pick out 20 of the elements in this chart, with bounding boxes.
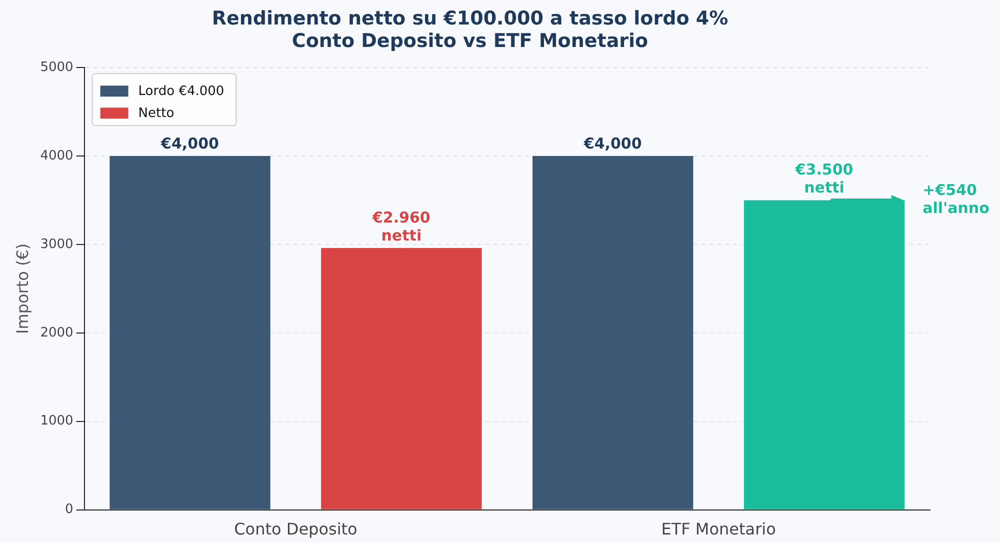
y-tick-label: 2000 [40, 325, 74, 340]
legend-label: Netto [138, 106, 174, 121]
x-tick-label: Conto Deposito [234, 520, 358, 539]
bar [321, 248, 482, 510]
data-label: €4,000 [582, 134, 642, 152]
y-tick-label: 3000 [40, 236, 74, 252]
y-tick-label: 0 [65, 502, 74, 518]
x-tick-label: ETF Monetario [661, 520, 776, 539]
annotation: +€540 all'anno [922, 181, 990, 218]
chart-title: Rendimento netto su €100.000 a tasso lordo 4% Conto Deposito vs ETF Monetario [212, 7, 728, 52]
legend-label: Lordo €4.000 [138, 84, 224, 99]
bar [110, 156, 270, 510]
y-tick-label: 5000 [40, 60, 74, 75]
annotation: €3.500 netti [794, 160, 854, 197]
data-label: €4,000 [160, 134, 219, 152]
y-axis-title: Importo (€) [12, 243, 32, 334]
annotation: €2.960 netti [371, 208, 430, 244]
y-tick-label: 4000 [40, 148, 74, 164]
bar [532, 156, 694, 510]
y-tick-label: 1000 [40, 414, 74, 429]
